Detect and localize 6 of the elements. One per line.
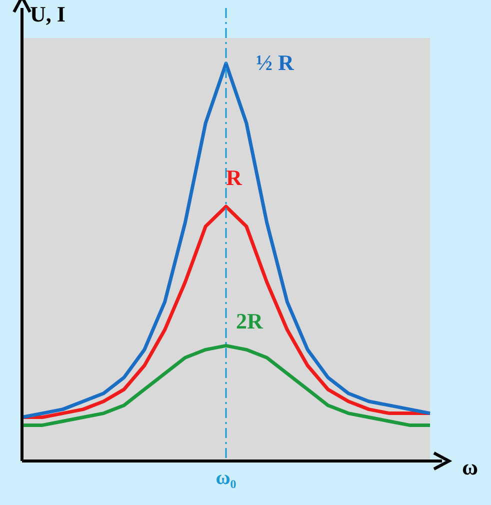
series-label: ½ R	[256, 50, 295, 76]
y-axis-title: U, I	[30, 2, 66, 27]
text: ω₀	[216, 467, 236, 490]
series-label: 2R	[236, 308, 264, 334]
x-axis-title: ω	[462, 454, 478, 480]
series-label: R	[226, 165, 243, 190]
